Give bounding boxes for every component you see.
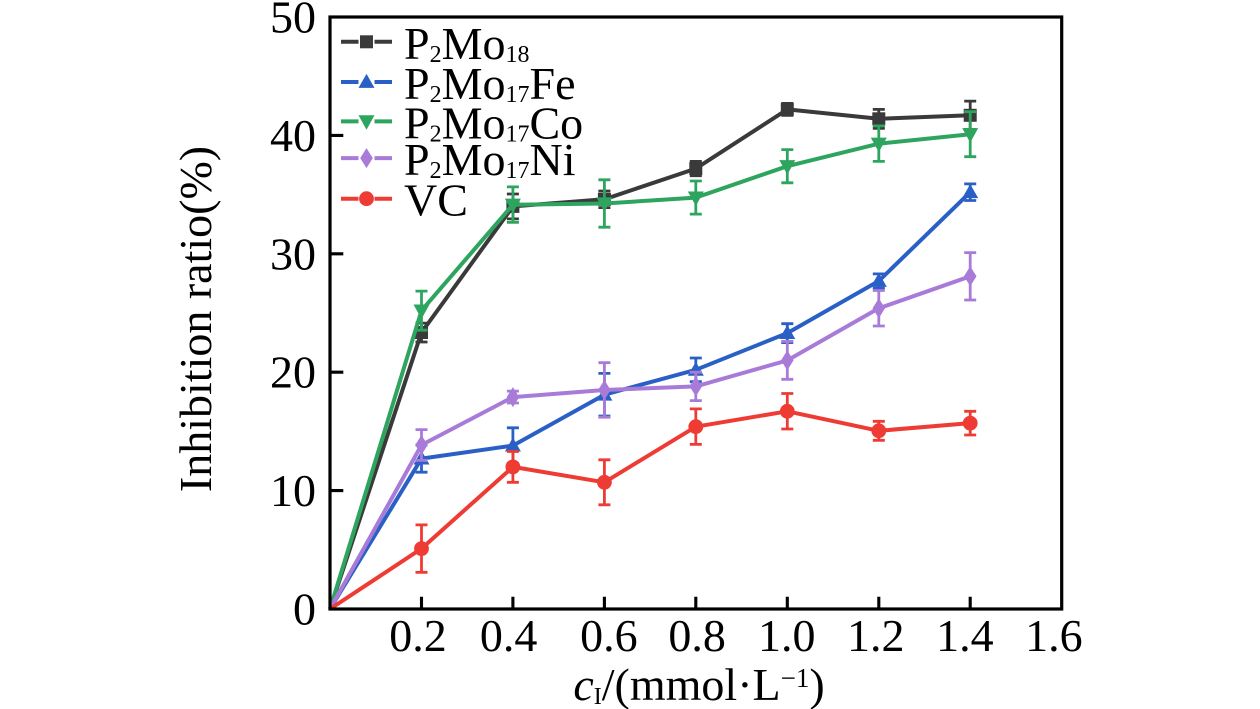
svg-text:VC: VC [404,175,468,226]
svg-text:P2Mo18: P2Mo18 [404,18,530,69]
svg-text:50: 50 [270,0,316,43]
svg-text:1.2: 1.2 [847,610,905,661]
svg-text:0: 0 [293,584,316,635]
svg-text:P2Mo17Fe: P2Mo17Fe [404,58,576,109]
svg-text:40: 40 [270,110,316,161]
svg-text:P2Mo17Ni: P2Mo17Ni [404,134,576,185]
svg-text:1.0: 1.0 [758,610,816,661]
svg-text:0.4: 0.4 [480,610,538,661]
svg-text:10: 10 [270,465,316,516]
svg-text:0.8: 0.8 [668,610,726,661]
svg-text:P2Mo17Co: P2Mo17Co [404,97,583,148]
svg-text:1.4: 1.4 [936,610,994,661]
svg-text:20: 20 [270,347,316,398]
svg-text:0.2: 0.2 [389,610,447,661]
svg-text:0.6: 0.6 [580,610,638,661]
svg-text:30: 30 [270,228,316,279]
svg-text:Inhibition ratio(%): Inhibition ratio(%) [170,146,221,492]
svg-text:1.6: 1.6 [1025,610,1083,661]
svg-text:cI/(mmol·L−1): cI/(mmol·L−1) [573,659,824,709]
